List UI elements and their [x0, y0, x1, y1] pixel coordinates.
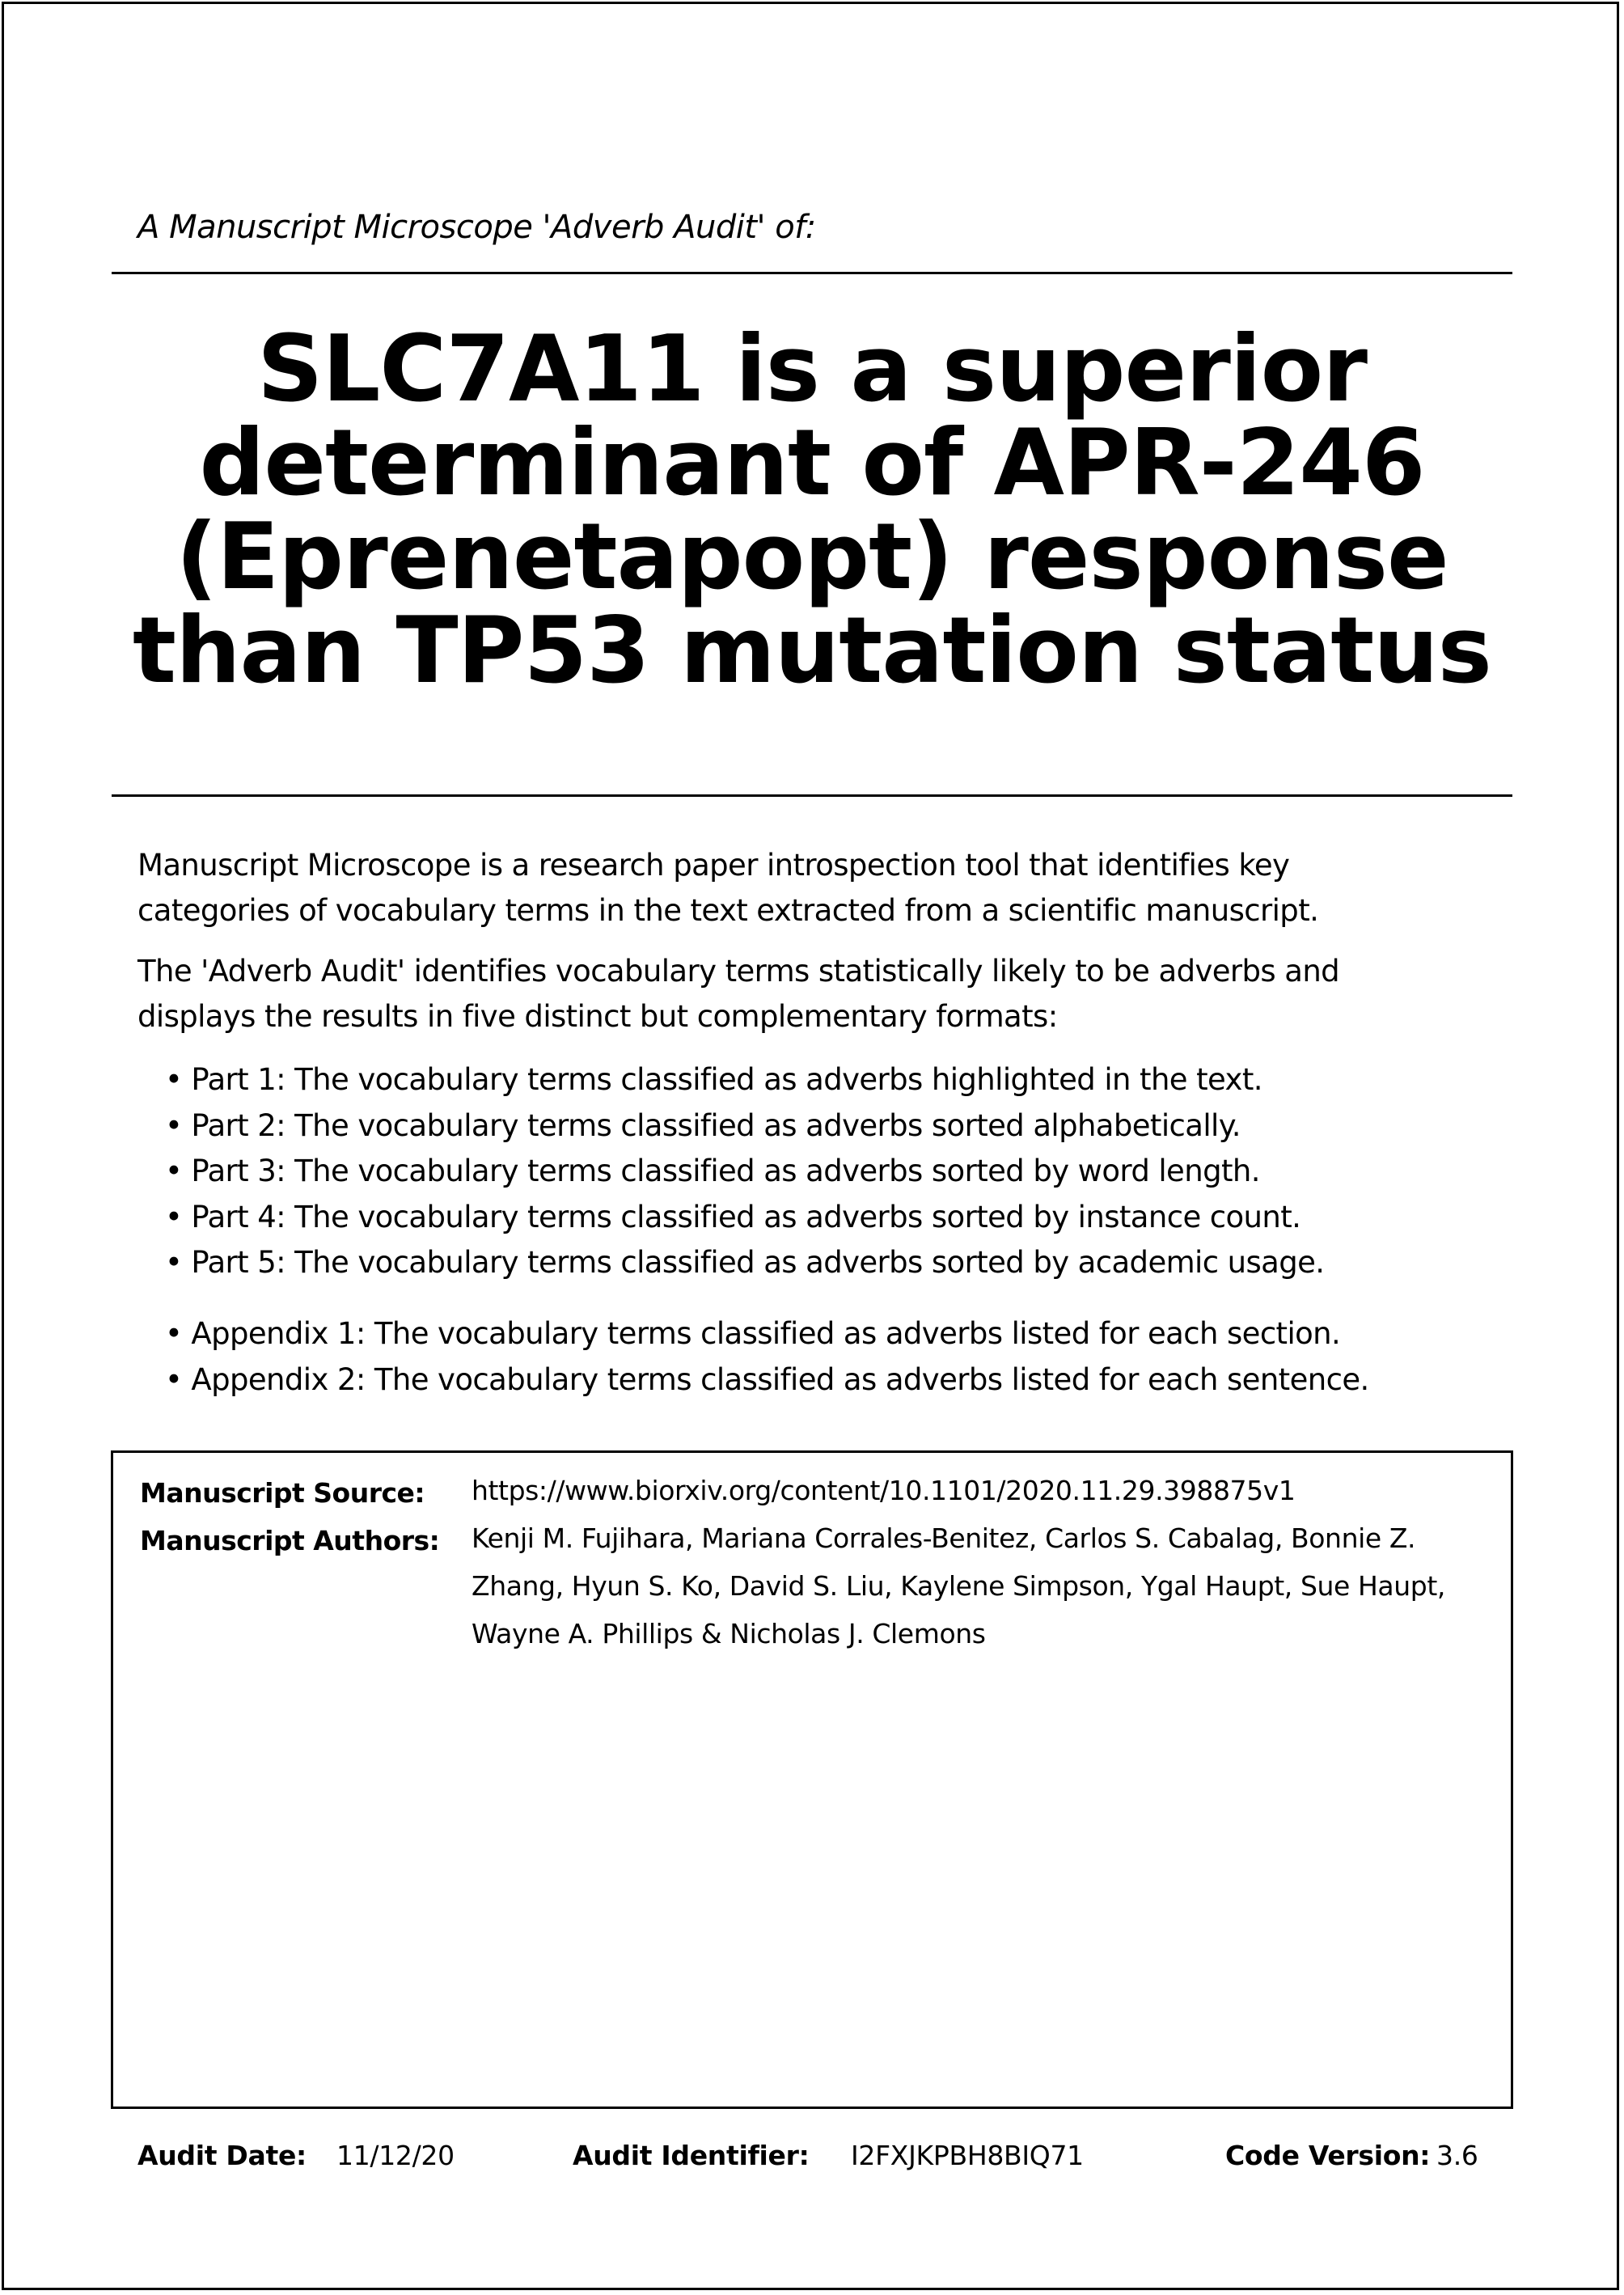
formats-paragraph: The 'Adverb Audit' identifies vocabulary… — [137, 949, 1512, 1040]
paper-title-line: (Eprenetapopt) response — [176, 503, 1448, 610]
audit-identifier-value: I2FXJKPBH8BIQ71 — [851, 2140, 1084, 2171]
appendix-list: Appendix 1: The vocabulary terms classif… — [165, 1311, 1369, 1403]
list-item: Part 2: The vocabulary terms classified … — [165, 1103, 1324, 1150]
top-divider — [112, 272, 1512, 274]
title-bottom-divider — [112, 794, 1512, 797]
intro-paragraph: Manuscript Microscope is a research pape… — [137, 843, 1512, 934]
list-item: Part 4: The vocabulary terms classified … — [165, 1195, 1324, 1241]
source-label: Manuscript Source: — [140, 1477, 425, 1509]
authors-line: Zhang, Hyun S. Ko, David S. Liu, Kaylene… — [472, 1570, 1445, 1602]
list-item: Appendix 2: The vocabulary terms classif… — [165, 1357, 1369, 1404]
parts-list: Part 1: The vocabulary terms classified … — [165, 1057, 1325, 1286]
audit-subtitle: A Manuscript Microscope 'Adverb Audit' o… — [137, 209, 816, 246]
audit-identifier-label: Audit Identifier: — [573, 2140, 810, 2171]
audit-date-value: 11/12/20 — [336, 2140, 455, 2171]
intro-line: displays the results in five distinct bu… — [137, 999, 1058, 1034]
paper-title-line: SLC7A11 is a superior — [257, 315, 1368, 422]
list-item: Appendix 1: The vocabulary terms classif… — [165, 1311, 1369, 1357]
paper-title-line: than TP53 mutation status — [133, 597, 1492, 704]
manuscript-info-box: Manuscript Source: https://www.biorxiv.o… — [111, 1450, 1513, 2109]
authors-line: Kenji M. Fujihara, Mariana Corrales-Beni… — [472, 1522, 1416, 1554]
source-url[interactable]: https://www.biorxiv.org/content/10.1101/… — [472, 1475, 1296, 1506]
code-version-value: 3.6 — [1436, 2140, 1478, 2171]
paper-title: SLC7A11 is a superior determinant of APR… — [112, 322, 1512, 697]
intro-line: Manuscript Microscope is a research pape… — [137, 848, 1290, 883]
intro-line: categories of vocabulary terms in the te… — [137, 893, 1319, 928]
authors-value: Kenji M. Fujihara, Mariana Corrales-Beni… — [472, 1514, 1445, 1658]
paper-title-line: determinant of APR-246 — [199, 409, 1425, 516]
list-item: Part 3: The vocabulary terms classified … — [165, 1149, 1324, 1195]
audit-date-label: Audit Date: — [137, 2140, 307, 2171]
intro-line: The 'Adverb Audit' identifies vocabulary… — [137, 954, 1340, 989]
authors-line: Wayne A. Phillips & Nicholas J. Clemons — [472, 1618, 986, 1649]
code-version-label: Code Version: — [1225, 2140, 1431, 2171]
authors-label: Manuscript Authors: — [140, 1525, 440, 1556]
list-item: Part 1: The vocabulary terms classified … — [165, 1057, 1324, 1103]
list-item: Part 5: The vocabulary terms classified … — [165, 1240, 1325, 1286]
